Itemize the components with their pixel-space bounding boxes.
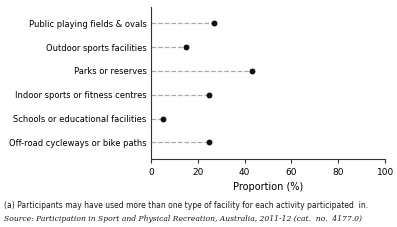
- Text: Source: Participation in Sport and Physical Recreation, Australia, 2011-12 (cat.: Source: Participation in Sport and Physi…: [4, 215, 362, 222]
- X-axis label: Proportion (%): Proportion (%): [233, 183, 303, 192]
- Point: [206, 93, 213, 96]
- Point: [206, 141, 213, 144]
- Point: [160, 117, 166, 120]
- Text: (a) Participants may have used more than one type of facility for each activity : (a) Participants may have used more than…: [4, 201, 368, 210]
- Point: [249, 69, 255, 73]
- Point: [211, 22, 217, 25]
- Point: [183, 45, 189, 49]
